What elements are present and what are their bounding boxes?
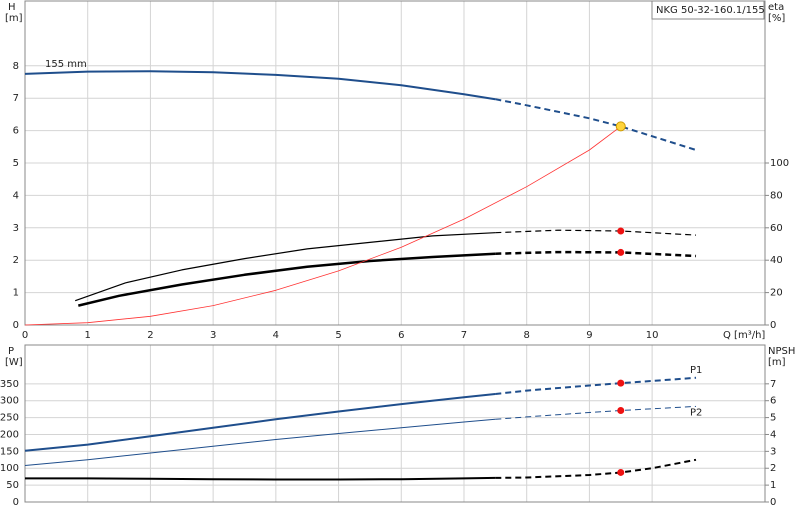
y2-axis-unit: [m] bbox=[768, 357, 786, 368]
y2-tick-label: 80 bbox=[770, 190, 783, 201]
x-axis-label: Q [m³/h] bbox=[723, 330, 765, 341]
y-tick-label: 8 bbox=[13, 61, 19, 72]
curve bbox=[24, 126, 622, 326]
curve-label: P1 bbox=[690, 365, 702, 376]
y-tick-label: 300 bbox=[0, 396, 19, 407]
x-tick-label: 0 bbox=[22, 330, 28, 341]
y2-tick-label: 1 bbox=[770, 480, 776, 491]
curve bbox=[495, 250, 697, 258]
y2-tick-label: 0 bbox=[770, 320, 776, 331]
model-box bbox=[651, 0, 765, 20]
y-tick-label: 250 bbox=[0, 413, 19, 424]
duty-point bbox=[617, 407, 625, 415]
y2-tick-label: 7 bbox=[770, 379, 776, 390]
curve bbox=[25, 476, 496, 481]
y-axis-label: P bbox=[8, 346, 14, 357]
x-tick-label: 5 bbox=[335, 330, 341, 341]
y-tick-label: 7 bbox=[13, 93, 19, 104]
y2-tick-label: 60 bbox=[770, 223, 783, 234]
y2-tick-label: 20 bbox=[770, 288, 783, 299]
y-tick-label: 200 bbox=[0, 429, 19, 440]
plot-frame bbox=[24, 344, 766, 503]
duty-point bbox=[615, 121, 626, 132]
y-axis-unit: [W] bbox=[5, 357, 23, 368]
y-tick-label: 4 bbox=[13, 190, 19, 201]
curve bbox=[495, 458, 697, 479]
x-tick-label: 4 bbox=[273, 330, 279, 341]
curve bbox=[24, 70, 496, 101]
x-tick-label: 6 bbox=[398, 330, 404, 341]
duty-point bbox=[617, 227, 625, 235]
y-tick-label: 50 bbox=[6, 480, 19, 491]
y2-axis-label: eta bbox=[768, 2, 784, 13]
y-tick-label: 1 bbox=[13, 288, 19, 299]
x-tick-label: 9 bbox=[586, 330, 592, 341]
duty-point bbox=[617, 248, 625, 256]
y-axis-unit: [m] bbox=[5, 13, 23, 24]
y-tick-label: 5 bbox=[13, 158, 19, 169]
y-tick-label: 100 bbox=[0, 463, 19, 474]
y2-tick-label: 6 bbox=[770, 396, 776, 407]
y2-axis-label: NPSH bbox=[768, 346, 795, 357]
x-tick-label: 7 bbox=[461, 330, 467, 341]
y-tick-label: 0 bbox=[13, 497, 19, 508]
curve-label: P2 bbox=[690, 407, 702, 418]
y2-tick-label: 40 bbox=[770, 255, 783, 266]
y-tick-label: 3 bbox=[13, 223, 19, 234]
curve bbox=[495, 405, 697, 420]
y2-tick-label: 5 bbox=[770, 413, 776, 424]
curve bbox=[495, 229, 697, 236]
x-tick-label: 2 bbox=[147, 330, 153, 341]
x-tick-label: 8 bbox=[524, 330, 530, 341]
curve bbox=[495, 98, 697, 151]
y2-tick-label: 0 bbox=[770, 497, 776, 508]
duty-point bbox=[617, 468, 625, 476]
plot-frame bbox=[24, 0, 766, 326]
curve bbox=[495, 376, 697, 395]
y2-tick-label: 3 bbox=[770, 446, 776, 457]
y-tick-label: 6 bbox=[13, 126, 19, 137]
y2-axis-unit: [%] bbox=[768, 13, 785, 24]
curve bbox=[74, 232, 496, 302]
y-tick-label: 350 bbox=[0, 379, 19, 390]
model-label: NKG 50-32-160.1/155 bbox=[656, 5, 765, 16]
y-tick-label: 2 bbox=[13, 255, 19, 266]
y2-tick-label: 4 bbox=[770, 429, 776, 440]
x-tick-label: 10 bbox=[646, 330, 659, 341]
duty-point bbox=[617, 379, 625, 387]
x-tick-label: 3 bbox=[210, 330, 216, 341]
curve bbox=[24, 418, 496, 466]
curve bbox=[24, 393, 496, 452]
y2-tick-label: 100 bbox=[770, 158, 789, 169]
curve-label: 155 mm bbox=[45, 59, 87, 70]
y-axis-label: H bbox=[8, 2, 16, 13]
curve bbox=[78, 252, 496, 307]
x-tick-label: 1 bbox=[85, 330, 91, 341]
y-tick-label: 150 bbox=[0, 446, 19, 457]
y-tick-label: 0 bbox=[13, 320, 19, 331]
y2-tick-label: 2 bbox=[770, 463, 776, 474]
